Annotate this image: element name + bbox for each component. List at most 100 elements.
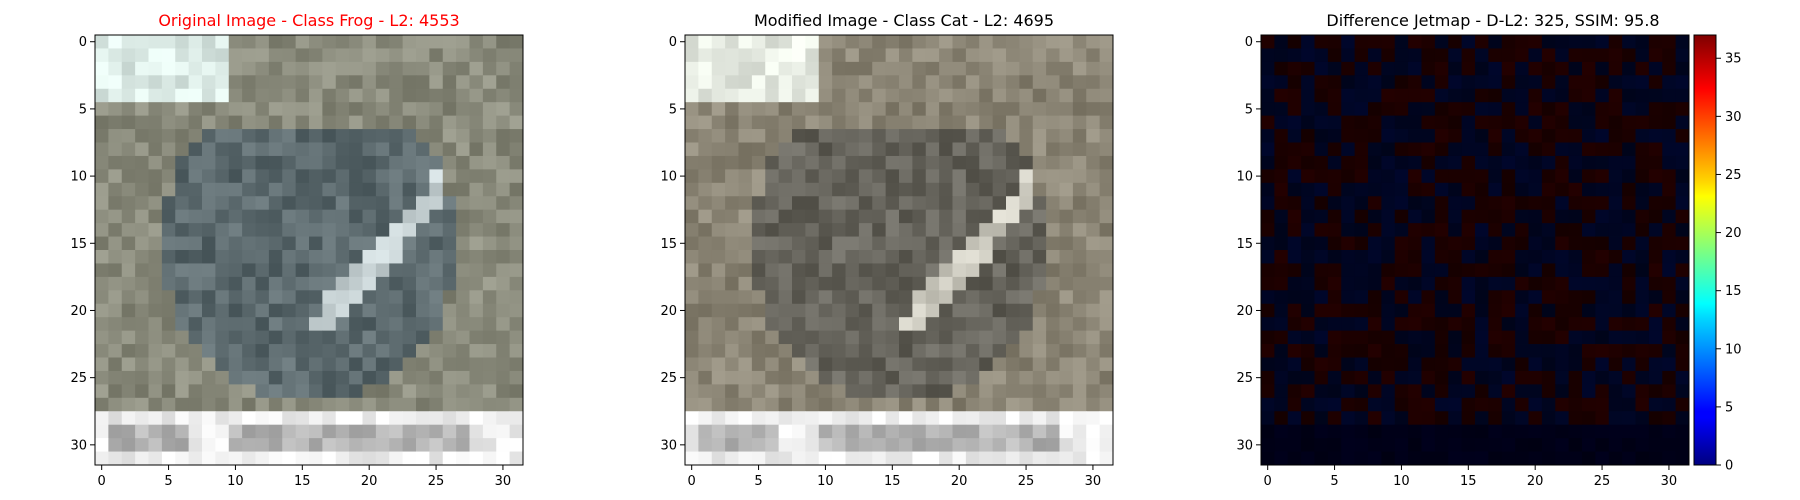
image-pixel <box>1675 303 1690 318</box>
image-pixel <box>1314 317 1329 332</box>
image-pixel <box>1019 397 1034 412</box>
image-pixel <box>322 102 337 117</box>
image-pixel <box>1287 75 1302 90</box>
panel-original: Original Image - Class Frog - L2: 4553 0… <box>70 11 524 489</box>
image-pixel <box>322 303 337 318</box>
image-original <box>95 35 524 466</box>
image-pixel <box>725 102 739 117</box>
image-pixel <box>1032 370 1047 385</box>
image-pixel <box>1086 438 1101 452</box>
image-pixel <box>1019 155 1034 170</box>
image-pixel <box>965 169 980 184</box>
image-pixel <box>792 102 806 117</box>
image-pixel <box>161 236 176 251</box>
image-pixel <box>1582 236 1596 251</box>
image-pixel <box>1448 263 1463 278</box>
image-pixel <box>792 35 806 49</box>
image-pixel <box>899 370 913 385</box>
image-pixel <box>765 35 780 49</box>
image-pixel <box>1434 357 1449 372</box>
image-pixel <box>711 88 726 103</box>
image-pixel <box>778 75 793 90</box>
image-pixel <box>1368 384 1382 399</box>
image-pixel <box>1059 303 1074 318</box>
image-pixel <box>268 330 283 345</box>
image-pixel <box>402 276 417 291</box>
image-pixel <box>349 236 363 251</box>
image-pixel <box>268 169 283 184</box>
image-pixel <box>1488 397 1503 412</box>
image-pixel <box>1461 330 1476 345</box>
image-pixel <box>738 35 753 49</box>
image-pixel <box>858 317 873 332</box>
image-pixel <box>1568 209 1583 224</box>
image-pixel <box>899 330 913 345</box>
image-pixel <box>1541 209 1556 224</box>
image-pixel <box>1032 209 1047 224</box>
image-pixel <box>1059 142 1074 157</box>
image-pixel <box>1274 397 1289 412</box>
image-pixel <box>1635 357 1650 372</box>
image-pixel <box>765 61 780 76</box>
image-pixel <box>1301 169 1315 184</box>
image-pixel <box>1006 438 1020 452</box>
image-pixel <box>1488 384 1503 399</box>
image-pixel <box>1086 155 1101 170</box>
image-pixel <box>1046 263 1060 278</box>
image-pixel <box>1019 250 1034 264</box>
image-pixel <box>899 303 913 318</box>
image-pixel <box>1434 236 1449 251</box>
image-pixel <box>685 223 699 237</box>
image-pixel <box>202 209 216 224</box>
image-pixel <box>1635 88 1650 103</box>
image-pixel <box>1515 330 1529 345</box>
image-pixel <box>751 263 766 278</box>
image-pixel <box>108 75 123 90</box>
image-pixel <box>335 344 350 358</box>
image-pixel <box>108 102 123 117</box>
image-pixel <box>1675 236 1690 251</box>
image-pixel <box>832 263 846 278</box>
image-pixel <box>255 370 270 385</box>
image-pixel <box>1086 384 1101 399</box>
image-pixel <box>738 196 753 211</box>
image-pixel <box>1327 223 1342 237</box>
image-pixel <box>1408 451 1422 466</box>
image-pixel <box>1555 169 1570 184</box>
image-pixel <box>456 397 470 412</box>
image-pixel <box>805 129 820 143</box>
image-pixel <box>1595 35 1610 49</box>
image-pixel <box>858 424 873 439</box>
image-pixel <box>161 35 176 49</box>
image-pixel <box>845 209 860 224</box>
image-pixel <box>1595 236 1610 251</box>
image-pixel <box>1368 424 1382 439</box>
image-pixel <box>792 330 806 345</box>
image-pixel <box>979 155 994 170</box>
image-pixel <box>228 35 243 49</box>
image-pixel <box>242 330 256 345</box>
image-pixel <box>1368 276 1382 291</box>
image-pixel <box>738 438 753 452</box>
image-pixel <box>751 223 766 237</box>
image-pixel <box>1421 142 1436 157</box>
image-pixel <box>1515 48 1529 63</box>
image-pixel <box>1341 223 1356 237</box>
image-pixel <box>1675 384 1690 399</box>
image-pixel <box>1675 317 1690 332</box>
image-pixel <box>1475 424 1489 439</box>
image-pixel <box>845 451 860 466</box>
image-pixel <box>979 115 994 130</box>
image-pixel <box>1274 330 1289 345</box>
image-pixel <box>1541 142 1556 157</box>
image-pixel <box>1408 209 1422 224</box>
image-pixel <box>402 61 417 76</box>
image-pixel <box>1648 129 1663 143</box>
image-pixel <box>1368 129 1382 143</box>
image-pixel <box>1528 250 1543 264</box>
image-pixel <box>335 61 350 76</box>
image-pixel <box>1301 344 1315 358</box>
image-pixel <box>899 48 913 63</box>
image-pixel <box>1381 35 1396 49</box>
image-pixel <box>1528 196 1543 211</box>
